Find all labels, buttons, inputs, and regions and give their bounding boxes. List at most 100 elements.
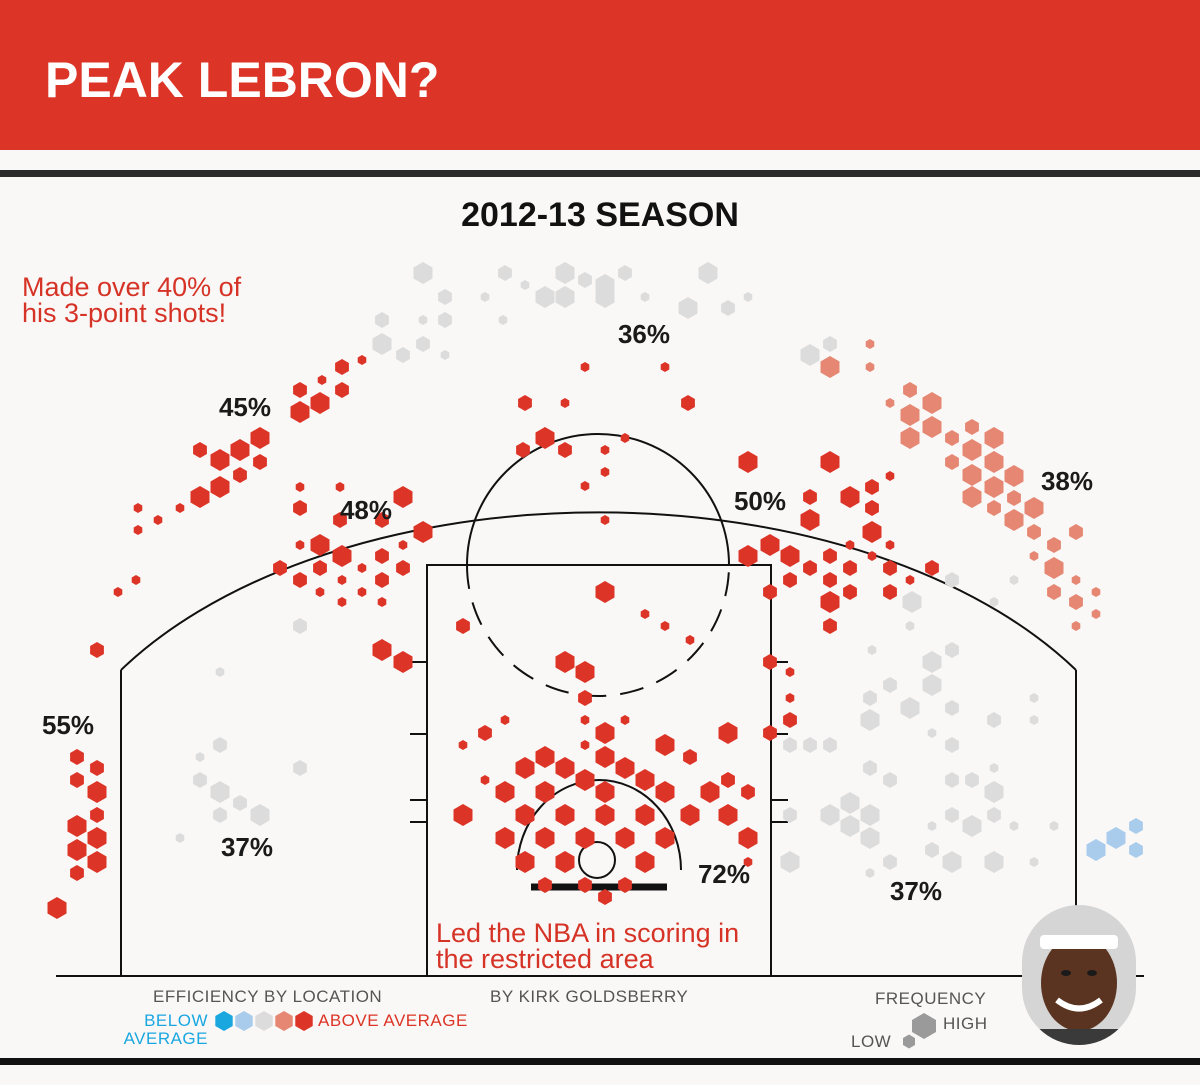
shot-hex — [535, 427, 555, 449]
shot-hex — [987, 500, 1001, 516]
shot-hex — [317, 375, 327, 385]
shot-hex — [678, 297, 698, 319]
shot-hex — [718, 722, 738, 744]
shot-hex — [655, 734, 675, 756]
shot-hex — [743, 857, 753, 867]
shot-hex — [87, 781, 107, 803]
shot-hex — [595, 746, 615, 768]
free-throw-circle-top — [466, 433, 730, 566]
shot-hex — [867, 551, 877, 561]
shot-hex — [175, 503, 185, 513]
shot-hex — [293, 382, 307, 398]
shot-hex — [945, 772, 959, 788]
shot-hex — [780, 545, 800, 567]
shot-hex — [865, 362, 875, 372]
shot-hex — [555, 262, 575, 284]
shot-hex — [700, 781, 720, 803]
shot-hex — [900, 427, 920, 449]
shot-hex — [357, 587, 367, 597]
shot-hex — [984, 427, 1004, 449]
shot-hex — [883, 854, 897, 870]
shot-hex — [1004, 509, 1024, 531]
shot-hex — [945, 807, 959, 823]
shot-hex — [210, 781, 230, 803]
shot-hex — [293, 760, 307, 776]
shot-hex — [927, 821, 937, 831]
shot-hex — [655, 781, 675, 803]
shot-hex — [418, 315, 428, 325]
shot-hex — [800, 344, 820, 366]
shot-hex — [230, 439, 250, 461]
shot-hex — [843, 560, 857, 576]
shot-hex — [680, 804, 700, 826]
frequency-low-label: LOW — [851, 1032, 892, 1051]
shot-hex — [578, 272, 592, 288]
shot-hex — [250, 804, 270, 826]
shot-hex — [823, 618, 837, 634]
shot-hex — [743, 292, 753, 302]
shot-hex — [175, 833, 185, 843]
shot-hex — [1027, 524, 1041, 540]
shot-hex — [860, 709, 880, 731]
shot-hex — [47, 897, 67, 919]
shot-hex — [823, 737, 837, 753]
shot-hex — [555, 757, 575, 779]
shot-hex — [635, 804, 655, 826]
shot-hex — [335, 382, 349, 398]
shot-hex — [721, 300, 735, 316]
shot-hex — [925, 842, 939, 858]
shot-hex — [865, 339, 875, 349]
shot-hex — [293, 500, 307, 516]
shot-hex — [535, 781, 555, 803]
shot-hex — [1029, 693, 1039, 703]
shot-hex — [595, 286, 615, 308]
chart-title: 2012-13 SEASON — [461, 196, 739, 234]
shot-hex — [375, 512, 389, 528]
legend-swatch — [235, 1011, 253, 1031]
shot-hex — [372, 333, 392, 355]
shot-hex — [1091, 587, 1101, 597]
shot-hex — [820, 804, 840, 826]
shot-hex — [1009, 575, 1019, 585]
shot-hex — [600, 515, 610, 525]
shot-hex — [741, 784, 755, 800]
shot-hex — [498, 315, 508, 325]
shot-hex — [215, 667, 225, 677]
shot-hex — [396, 560, 410, 576]
zone-labels: 36% 45% 48% 50% 38% 55% 37% 72% 37% — [42, 319, 1093, 906]
shot-hex — [1047, 537, 1061, 553]
legend-swatch — [255, 1011, 273, 1031]
shot-hex — [780, 851, 800, 873]
shot-hex — [1024, 497, 1044, 519]
legend-swatch — [275, 1011, 293, 1031]
shot-hex — [393, 651, 413, 673]
shot-hex — [578, 690, 592, 706]
shot-hex — [250, 427, 270, 449]
legend-above-label: ABOVE AVERAGE — [318, 1011, 468, 1030]
shot-hex — [595, 804, 615, 826]
shot-hex — [293, 572, 307, 588]
shot-hex — [313, 560, 327, 576]
restricted-area-annotation: Led the NBA in scoring in the restricted… — [436, 918, 740, 974]
shot-hex — [1129, 818, 1143, 834]
shot-hex — [803, 560, 817, 576]
shot-hex — [555, 804, 575, 826]
legend-below-label: BELOW AVERAGE — [123, 1011, 208, 1048]
shot-hex — [70, 749, 84, 765]
shot-hex — [520, 280, 530, 290]
shot-hex — [375, 312, 389, 328]
shot-hex — [989, 763, 999, 773]
shot-hex — [190, 486, 210, 508]
shot-hex — [293, 618, 307, 634]
shot-hex — [635, 769, 655, 791]
shot-hex — [595, 781, 615, 803]
shot-hex — [987, 712, 1001, 728]
rim — [578, 841, 616, 879]
shot-hex — [840, 815, 860, 837]
shot-hex — [396, 347, 410, 363]
shot-hex — [535, 746, 555, 768]
shot-hex — [515, 804, 535, 826]
shot-hex — [883, 772, 897, 788]
zone-label: 55% — [42, 710, 94, 740]
three-point-annotation: Made over 40% of his 3-point shots! — [22, 272, 242, 328]
